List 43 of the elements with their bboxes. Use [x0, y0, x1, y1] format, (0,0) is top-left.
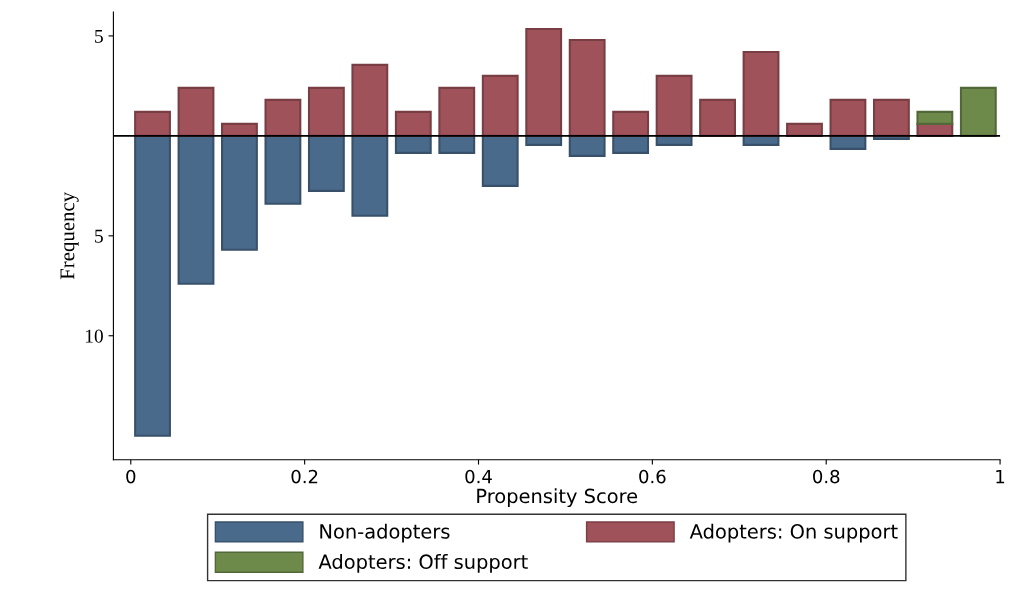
bar — [351, 134, 389, 217]
legend-label: Adopters: Off support — [318, 554, 528, 573]
bar — [568, 38, 606, 137]
y-tick-label: 5 — [95, 229, 103, 243]
x-tick-label: 1 — [996, 469, 1005, 484]
bar — [264, 98, 302, 137]
bar — [307, 86, 345, 137]
bar — [134, 134, 171, 437]
x-axis-title: Propensity Score — [477, 488, 638, 508]
bar — [264, 134, 302, 205]
bar — [959, 86, 997, 137]
x-tick-label: 0.2 — [291, 469, 318, 484]
y-tick-label: 10 — [85, 329, 103, 343]
legend-label: Non-adopters — [320, 523, 450, 543]
bar — [438, 86, 476, 137]
bar — [525, 27, 563, 137]
y-tick-label: 5 — [95, 29, 103, 43]
legend-label: Adopters: On support — [689, 523, 898, 543]
bar — [177, 134, 215, 285]
x-tick-label: 0.4 — [465, 469, 492, 484]
bar — [742, 50, 780, 137]
bar — [612, 134, 650, 154]
bar — [699, 98, 736, 137]
x-tick-label: 0 — [126, 469, 136, 484]
bar — [351, 63, 389, 137]
bar — [568, 134, 606, 157]
y-axis-title: Frequency — [60, 191, 79, 280]
bar — [916, 110, 954, 125]
bar — [134, 110, 171, 137]
bar — [612, 110, 650, 137]
bar — [394, 134, 432, 154]
x-tick-label: 0.6 — [639, 469, 666, 484]
x-tick-label: 0.8 — [813, 469, 840, 484]
bar — [438, 134, 476, 154]
bar — [829, 98, 867, 137]
bar — [872, 98, 910, 137]
bar — [177, 86, 215, 137]
bar — [481, 134, 519, 187]
bar — [307, 134, 345, 192]
bar — [481, 74, 519, 137]
bar — [655, 74, 693, 137]
bar — [221, 134, 258, 251]
bar — [394, 110, 432, 137]
